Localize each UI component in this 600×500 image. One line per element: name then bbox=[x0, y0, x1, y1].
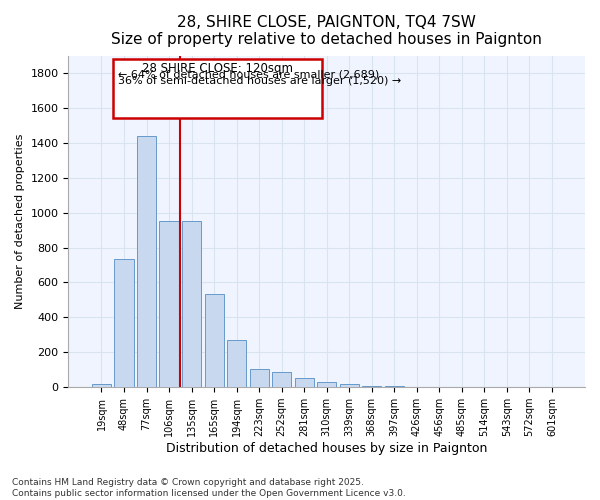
Bar bbox=[227, 340, 246, 387]
Text: 36% of semi-detached houses are larger (1,520) →: 36% of semi-detached houses are larger (… bbox=[118, 76, 401, 86]
Text: Contains HM Land Registry data © Crown copyright and database right 2025.
Contai: Contains HM Land Registry data © Crown c… bbox=[12, 478, 406, 498]
Bar bbox=[317, 382, 336, 387]
Bar bbox=[205, 294, 224, 387]
Text: 28 SHIRE CLOSE: 120sqm: 28 SHIRE CLOSE: 120sqm bbox=[142, 62, 293, 75]
Bar bbox=[295, 378, 314, 387]
Bar bbox=[137, 136, 156, 387]
Bar bbox=[385, 386, 404, 387]
Y-axis label: Number of detached properties: Number of detached properties bbox=[15, 134, 25, 309]
Text: ← 64% of detached houses are smaller (2,689): ← 64% of detached houses are smaller (2,… bbox=[118, 70, 380, 80]
X-axis label: Distribution of detached houses by size in Paignton: Distribution of detached houses by size … bbox=[166, 442, 487, 455]
Bar bbox=[250, 369, 269, 387]
Bar bbox=[160, 222, 179, 387]
Bar bbox=[340, 384, 359, 387]
FancyBboxPatch shape bbox=[113, 59, 322, 118]
Title: 28, SHIRE CLOSE, PAIGNTON, TQ4 7SW
Size of property relative to detached houses : 28, SHIRE CLOSE, PAIGNTON, TQ4 7SW Size … bbox=[111, 15, 542, 48]
Bar bbox=[115, 259, 134, 387]
Bar bbox=[182, 222, 201, 387]
Bar bbox=[362, 386, 382, 387]
Bar bbox=[272, 372, 291, 387]
Bar bbox=[92, 384, 111, 387]
